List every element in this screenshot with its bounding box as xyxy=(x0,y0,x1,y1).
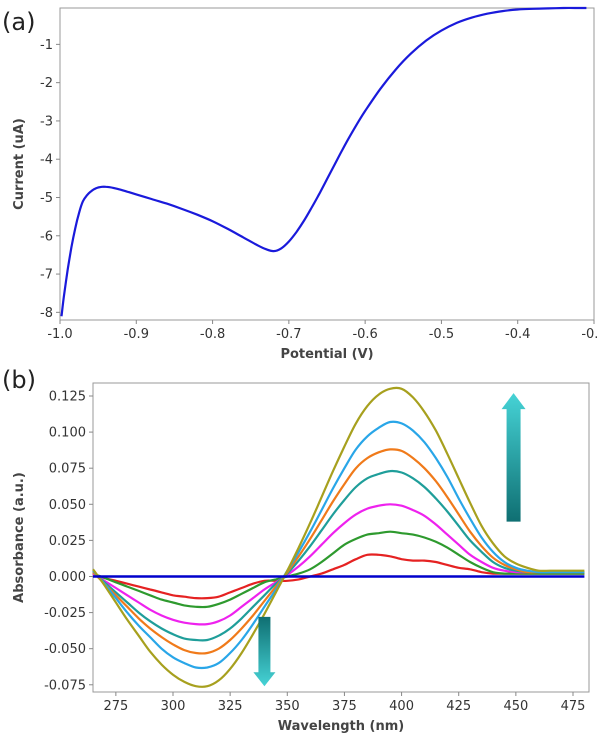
y-axis-label-b: Absorbance (a.u.) xyxy=(12,472,27,603)
series-line xyxy=(60,6,587,317)
y-tick-label: -3 xyxy=(40,114,53,129)
y-tick-label: -1 xyxy=(40,38,53,53)
series-line xyxy=(92,448,585,655)
x-tick-label: 425 xyxy=(446,699,471,714)
y-axis-label-a: Current (uA) xyxy=(12,118,27,210)
y-tick-label: 0.100 xyxy=(49,426,86,441)
y-tick-label: -4 xyxy=(40,153,53,168)
x-axis-label-a: Potential (V) xyxy=(280,347,373,362)
chart-a: (a) -1.0 -0.9 -0.8 -0.7 -0.6 -0.5 -0.4 -0.3 -1 -2… xyxy=(2,6,599,362)
x-tick-label: 400 xyxy=(389,699,414,714)
y-tick-label: 0.050 xyxy=(49,498,86,513)
x-tick-label: 450 xyxy=(503,699,528,714)
y-tick-label: -8 xyxy=(40,306,53,321)
tick-group-a: -1.0 -0.9 -0.8 -0.7 -0.6 -0.5 -0.4 -0.3 -1 -2 -3 -4… xyxy=(40,38,599,342)
plot-frame-a xyxy=(59,7,595,321)
plot-frame-b xyxy=(92,382,590,693)
x-axis-label-b: Wavelength (nm) xyxy=(278,719,404,734)
y-tick-label: 0.025 xyxy=(49,534,86,549)
x-tick-label: -0.4 xyxy=(505,327,530,342)
y-tick-label: -7 xyxy=(40,268,53,283)
series-line xyxy=(92,469,585,642)
y-tick-label: 0.075 xyxy=(49,462,86,477)
x-tick-label: 300 xyxy=(161,699,186,714)
x-tick-label: 350 xyxy=(275,699,300,714)
y-tick-label: -2 xyxy=(40,76,53,91)
x-tick-label: 325 xyxy=(218,699,243,714)
chart-b: (b) 275 300 325 350 375 400 425 450 475 0.125 0.10… xyxy=(2,366,590,734)
increase-arrow-icon xyxy=(501,393,526,522)
y-tick-label: -6 xyxy=(40,229,53,244)
tick-group-b: 275 300 325 350 375 400 425 450 475 0.125 0.100 0.0… xyxy=(44,389,585,714)
curve-group-a xyxy=(60,6,587,317)
panel-label-b: (b) xyxy=(2,366,36,394)
x-tick-label: 475 xyxy=(561,699,586,714)
x-tick-label: -0.7 xyxy=(276,327,301,342)
x-tick-label: -1.0 xyxy=(47,327,72,342)
y-tick-label: 0.125 xyxy=(49,389,86,404)
y-tick-label: -0.025 xyxy=(44,606,86,621)
series-line xyxy=(92,420,585,670)
y-tick-label: -5 xyxy=(40,191,53,206)
series-line xyxy=(92,503,585,626)
x-tick-label: -0.6 xyxy=(352,327,377,342)
arrow-group-b xyxy=(253,393,526,687)
series-line xyxy=(92,386,585,688)
decrease-arrow-icon xyxy=(253,616,276,687)
x-tick-label: -0.5 xyxy=(429,327,454,342)
x-tick-label: 275 xyxy=(103,699,128,714)
panel-label-a: (a) xyxy=(2,8,35,36)
x-tick-label: -0.9 xyxy=(124,327,149,342)
series-line xyxy=(92,530,585,609)
y-tick-label: -0.050 xyxy=(44,642,86,657)
y-tick-label: -0.075 xyxy=(44,678,86,693)
x-tick-label: -0.3 xyxy=(581,327,599,342)
y-tick-label: 0.000 xyxy=(49,570,86,585)
curve-group-b xyxy=(92,386,585,688)
x-tick-label: -0.8 xyxy=(200,327,225,342)
x-tick-label: 375 xyxy=(332,699,357,714)
